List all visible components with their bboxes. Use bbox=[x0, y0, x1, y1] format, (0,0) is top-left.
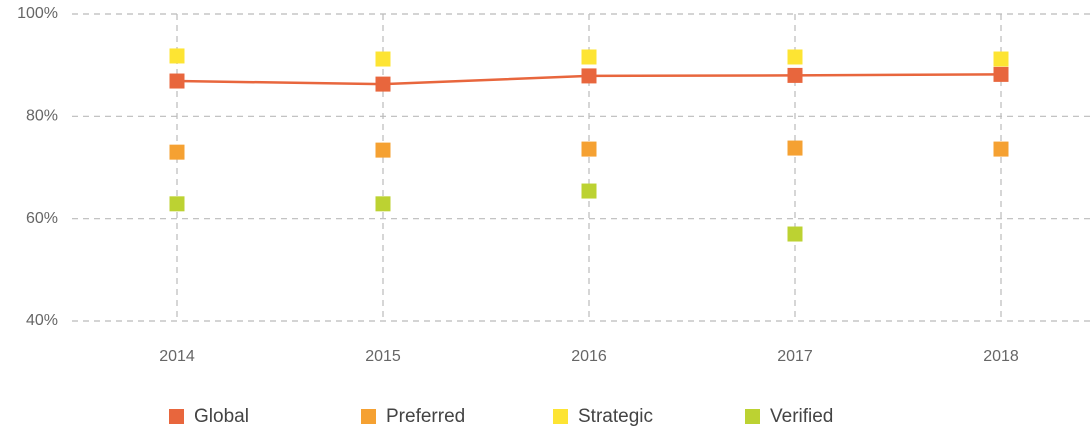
marker bbox=[375, 196, 391, 212]
marker bbox=[581, 68, 597, 84]
marker bbox=[375, 76, 391, 92]
marker bbox=[993, 51, 1009, 67]
x-tick-label: 2017 bbox=[777, 348, 813, 365]
marker bbox=[787, 226, 803, 242]
x-tick-label: 2014 bbox=[159, 348, 195, 365]
marker bbox=[169, 196, 185, 212]
marker bbox=[581, 141, 597, 157]
x-tick-label: 2015 bbox=[365, 348, 401, 365]
legend-label: Preferred bbox=[386, 406, 465, 427]
y-tick-label: 80% bbox=[26, 108, 58, 125]
legend-swatch bbox=[361, 409, 376, 424]
marker bbox=[993, 66, 1009, 82]
legend-swatch bbox=[169, 409, 184, 424]
y-tick-label: 60% bbox=[26, 210, 58, 227]
x-tick-label: 2018 bbox=[983, 348, 1019, 365]
x-tick-label: 2016 bbox=[571, 348, 607, 365]
marker bbox=[375, 51, 391, 67]
marker bbox=[169, 73, 185, 89]
marker bbox=[169, 48, 185, 64]
marker bbox=[375, 142, 391, 158]
legend-label: Global bbox=[194, 406, 249, 427]
marker bbox=[787, 67, 803, 83]
legend-swatch bbox=[745, 409, 760, 424]
legend-swatch bbox=[553, 409, 568, 424]
marker bbox=[581, 49, 597, 65]
marker bbox=[993, 141, 1009, 157]
marker bbox=[787, 49, 803, 65]
y-tick-label: 40% bbox=[26, 312, 58, 329]
marker bbox=[169, 144, 185, 160]
marker bbox=[581, 183, 597, 199]
legend-label: Strategic bbox=[578, 406, 653, 427]
y-tick-label: 100% bbox=[17, 5, 58, 22]
legend-label: Verified bbox=[770, 406, 833, 427]
marker bbox=[787, 140, 803, 156]
